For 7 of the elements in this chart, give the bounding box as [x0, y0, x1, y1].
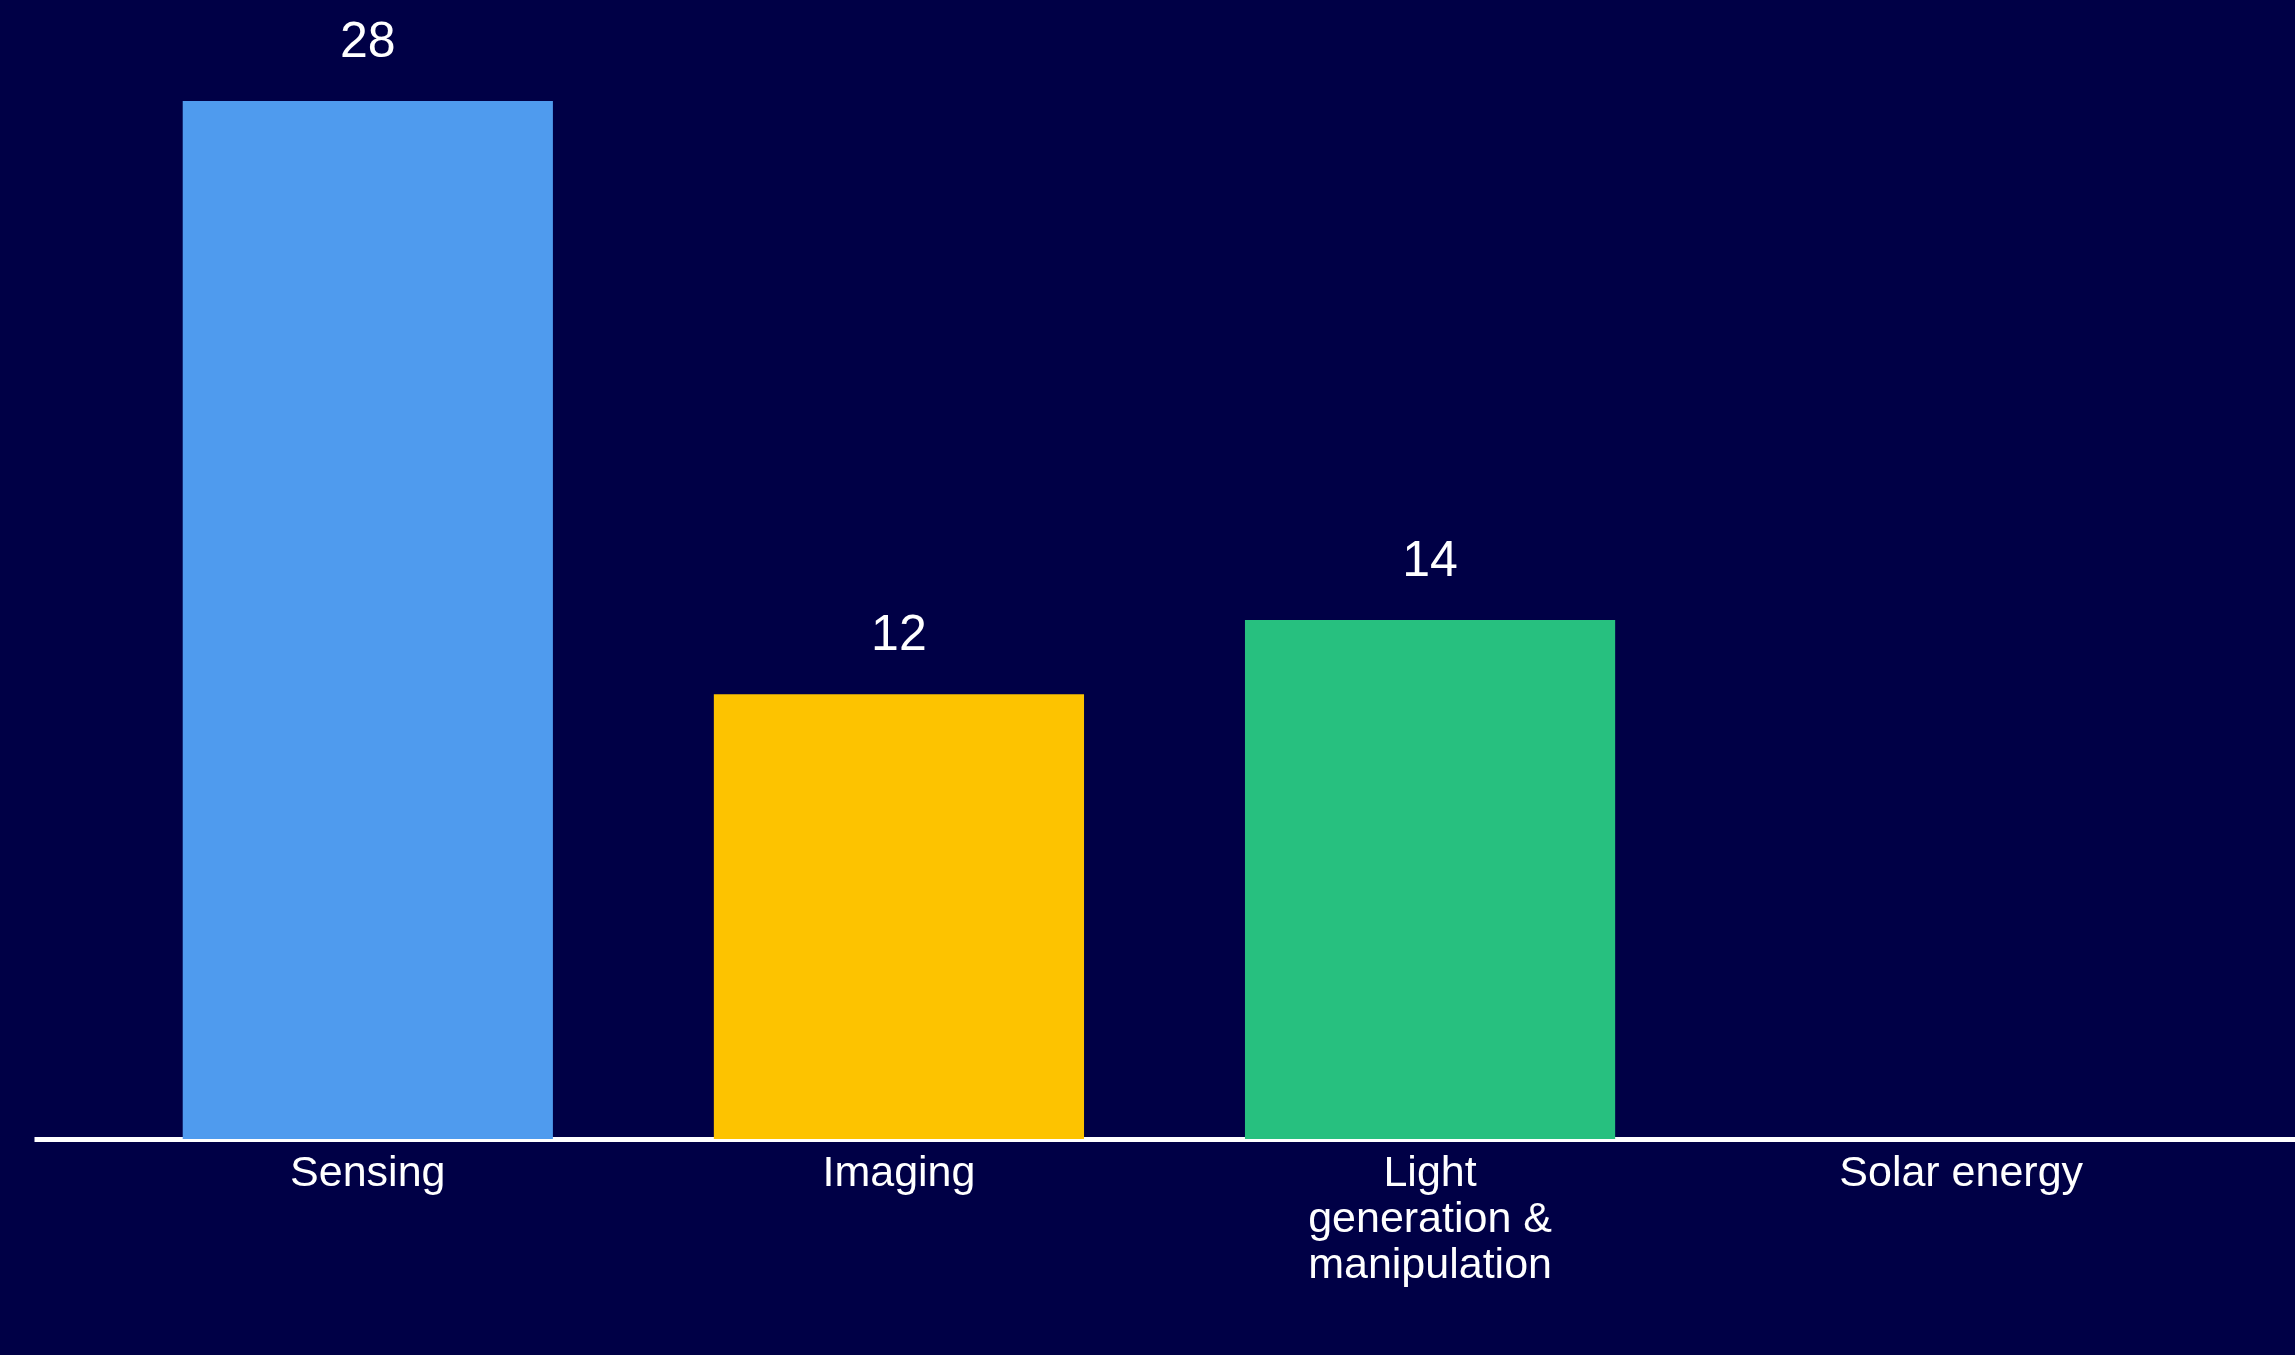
data-label: 14	[1402, 531, 1458, 587]
data-label: 28	[340, 12, 396, 68]
x-tick-label: Solar energy	[1839, 1146, 2084, 1195]
x-tick-label: Light generation & manipulation	[1308, 1146, 1553, 1287]
x-tick-label: Sensing	[290, 1146, 446, 1195]
data-label: 12	[871, 605, 927, 662]
x-tick-label: Imaging	[822, 1146, 976, 1195]
